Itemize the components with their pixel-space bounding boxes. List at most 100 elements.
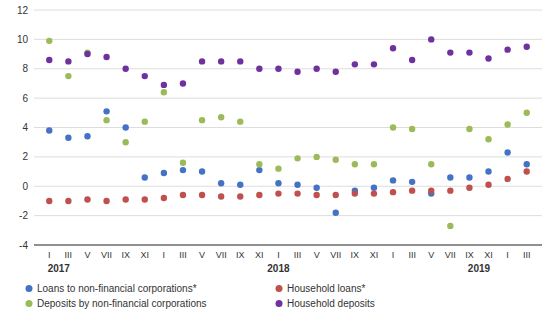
point <box>390 45 396 51</box>
point <box>65 73 71 79</box>
point <box>142 196 148 202</box>
x-tick-label: V <box>199 250 205 260</box>
point <box>371 190 377 196</box>
point <box>524 161 530 167</box>
x-tick-label: III <box>408 250 416 260</box>
grid-line <box>34 156 542 157</box>
point <box>524 44 530 50</box>
point <box>294 68 300 74</box>
point <box>428 161 434 167</box>
y-tick-label: 10 <box>17 34 29 45</box>
point <box>409 179 415 185</box>
point <box>504 121 510 127</box>
point <box>65 198 71 204</box>
point <box>237 58 243 64</box>
point <box>180 160 186 166</box>
point <box>218 180 224 186</box>
point <box>103 198 109 204</box>
series <box>46 168 530 204</box>
x-tick-label: IX <box>121 250 130 260</box>
point <box>447 187 453 193</box>
grid-line <box>34 215 542 216</box>
grid-line <box>34 245 542 246</box>
point <box>371 61 377 67</box>
point <box>333 192 339 198</box>
point <box>333 68 339 74</box>
x-axis: IIIIVVIIIXXIIIIIVVIIIXXIIIIIVVIIIXXIIIII… <box>48 250 531 274</box>
series <box>46 38 530 229</box>
point <box>65 58 71 64</box>
point <box>294 182 300 188</box>
x-tick-label: I <box>506 250 509 260</box>
point <box>428 187 434 193</box>
x-tick-label: III <box>65 250 73 260</box>
point <box>504 149 510 155</box>
point <box>103 117 109 123</box>
point <box>294 155 300 161</box>
point <box>218 193 224 199</box>
point <box>256 192 262 198</box>
point <box>84 133 90 139</box>
point <box>142 118 148 124</box>
y-tick-label: 8 <box>22 63 28 74</box>
point <box>275 165 281 171</box>
y-axis: -4-2024681012 <box>17 5 542 251</box>
point <box>256 161 262 167</box>
point <box>84 51 90 57</box>
grid-line <box>34 186 542 187</box>
grid-line <box>34 68 542 69</box>
y-tick-label: 12 <box>17 5 29 16</box>
point <box>142 174 148 180</box>
point <box>199 117 205 123</box>
y-tick-label: -4 <box>19 240 28 251</box>
point <box>46 127 52 133</box>
x-tick-label: VII <box>101 250 112 260</box>
point <box>275 66 281 72</box>
point <box>218 58 224 64</box>
x-tick-label: XI <box>484 250 493 260</box>
chart: -4-2024681012IIIIVVIIIXXIIIIIVVIIIXXIIII… <box>0 0 554 323</box>
point <box>447 223 453 229</box>
point <box>275 190 281 196</box>
year-label: 2018 <box>267 263 290 274</box>
x-tick-label: V <box>84 250 90 260</box>
point <box>447 174 453 180</box>
point <box>504 176 510 182</box>
point <box>84 196 90 202</box>
point <box>218 114 224 120</box>
point <box>161 89 167 95</box>
year-label: 2017 <box>48 263 71 274</box>
point <box>390 124 396 130</box>
x-tick-label: I <box>163 250 166 260</box>
point <box>313 154 319 160</box>
x-axis-line <box>34 245 542 246</box>
point <box>122 139 128 145</box>
point <box>313 66 319 72</box>
x-tick-label: IX <box>351 250 360 260</box>
point <box>485 182 491 188</box>
point <box>46 57 52 63</box>
legend-label: Loans to non-financial corporations* <box>37 283 197 294</box>
point <box>256 66 262 72</box>
point <box>142 73 148 79</box>
point <box>352 190 358 196</box>
point <box>428 36 434 42</box>
point <box>371 185 377 191</box>
point <box>371 161 377 167</box>
point <box>390 189 396 195</box>
point <box>294 190 300 196</box>
point <box>313 192 319 198</box>
legend-marker <box>276 285 283 292</box>
x-tick-label: V <box>314 250 320 260</box>
point <box>122 66 128 72</box>
grid-line <box>34 39 542 40</box>
point <box>485 55 491 61</box>
point <box>46 198 52 204</box>
point <box>466 174 472 180</box>
legend-label: Household deposits <box>287 298 375 309</box>
point <box>466 49 472 55</box>
point <box>256 167 262 173</box>
x-tick-label: VII <box>445 250 456 260</box>
point <box>65 135 71 141</box>
point <box>333 157 339 163</box>
